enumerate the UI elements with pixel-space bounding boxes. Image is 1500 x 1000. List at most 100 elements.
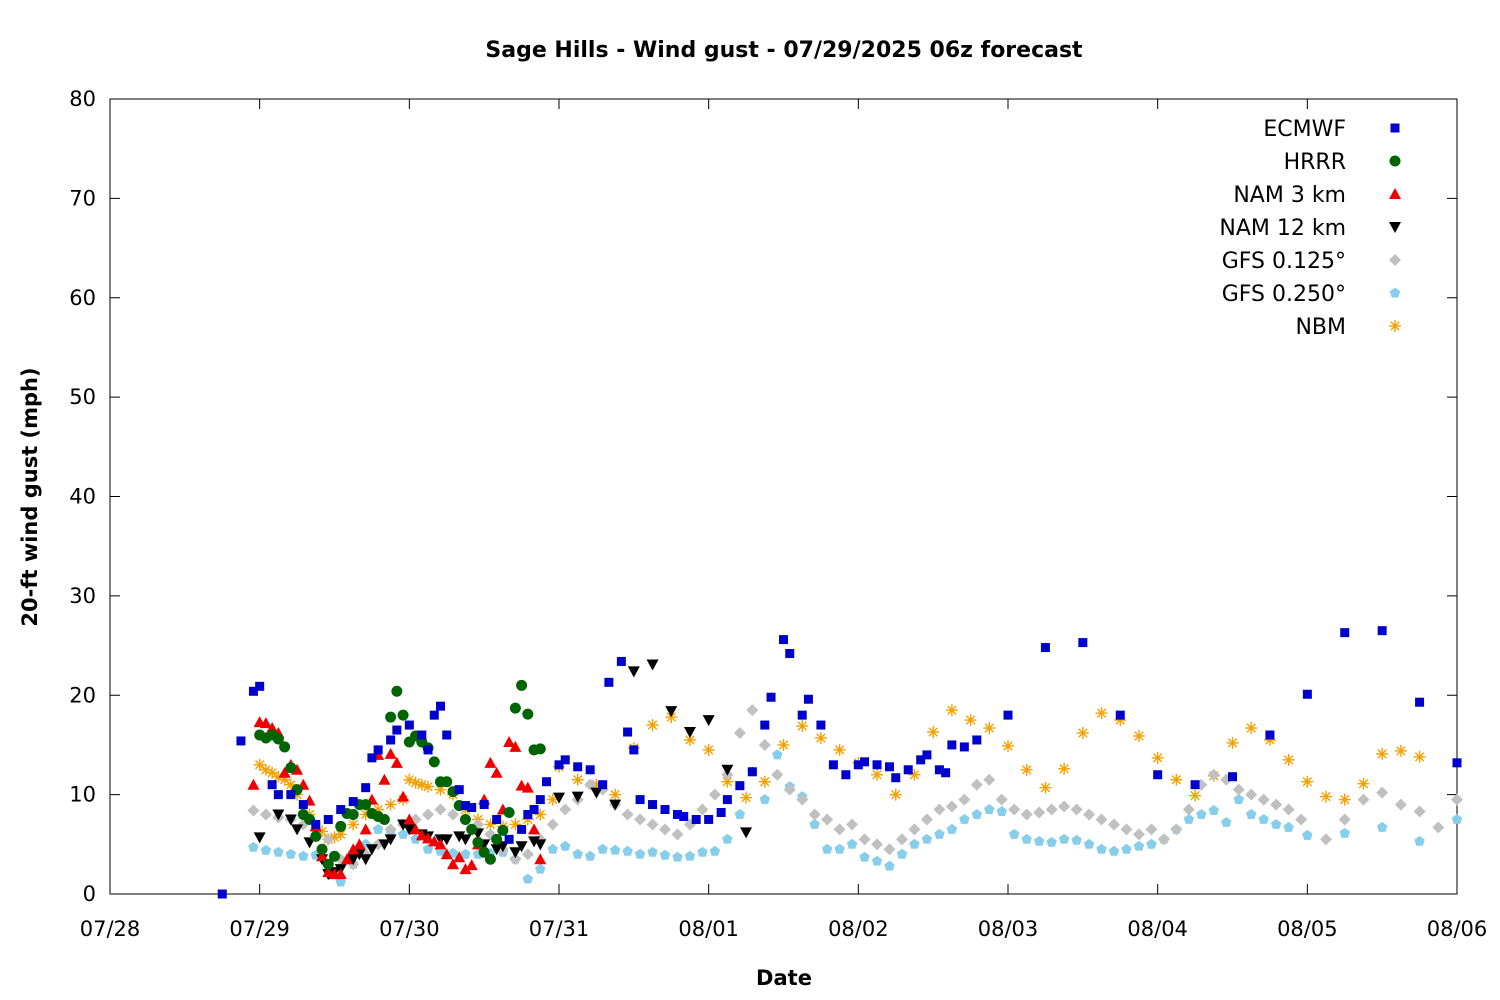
data-point	[708, 788, 721, 801]
data-point	[272, 809, 285, 821]
data-point	[722, 833, 733, 844]
data-point	[521, 848, 534, 861]
data-point	[434, 803, 447, 816]
data-point	[1451, 793, 1463, 806]
data-point	[941, 768, 951, 778]
data-point	[1020, 763, 1033, 776]
data-point	[871, 768, 884, 781]
legend-marker	[1389, 287, 1401, 298]
data-point	[833, 823, 846, 836]
data-point	[1208, 805, 1220, 815]
data-point	[311, 819, 321, 829]
legend-label: NBM	[1295, 315, 1346, 340]
data-point	[1132, 729, 1145, 742]
data-point	[766, 692, 776, 702]
data-point	[972, 735, 982, 745]
data-point	[1096, 843, 1107, 854]
data-point	[1040, 643, 1050, 653]
data-point	[783, 783, 796, 796]
data-point	[496, 841, 509, 853]
legend-item: NBM	[1295, 315, 1401, 340]
data-point	[266, 766, 279, 779]
data-point	[278, 766, 291, 778]
data-point	[259, 717, 272, 729]
data-point	[779, 635, 788, 645]
data-point	[1338, 793, 1351, 806]
data-point	[1120, 823, 1133, 836]
data-point	[310, 830, 322, 842]
data-point	[1033, 835, 1045, 846]
data-point	[627, 666, 640, 678]
data-point	[434, 783, 447, 796]
data-point	[1146, 838, 1157, 849]
data-point	[1033, 806, 1046, 819]
data-point	[1095, 707, 1108, 720]
data-point	[255, 681, 265, 691]
data-point	[1258, 813, 1269, 824]
legend-item: NAM 12 km	[1219, 216, 1401, 241]
data-point	[921, 833, 933, 844]
data-point	[983, 773, 996, 786]
data-point	[467, 803, 477, 813]
x-axis-label: Date	[756, 966, 812, 990]
data-point	[740, 827, 753, 839]
data-point	[378, 813, 390, 825]
data-point	[909, 838, 920, 849]
data-point	[248, 686, 258, 696]
legend-label: GFS 0.125°	[1222, 249, 1346, 274]
data-point	[672, 851, 683, 862]
data-point	[659, 823, 672, 836]
data-point	[1257, 793, 1270, 806]
data-point	[336, 805, 346, 815]
data-point	[347, 854, 360, 866]
data-point	[1376, 821, 1388, 832]
data-point	[428, 835, 441, 847]
data-point	[696, 803, 709, 816]
data-point	[397, 709, 409, 721]
data-point	[1183, 813, 1195, 824]
data-point	[348, 797, 358, 807]
data-point	[947, 740, 957, 750]
data-point	[646, 719, 659, 732]
data-point	[1076, 727, 1089, 740]
data-point	[1132, 828, 1145, 841]
y-tick-label: 50	[69, 385, 96, 409]
data-point	[1182, 803, 1195, 816]
data-point	[347, 843, 360, 855]
data-point	[253, 832, 266, 844]
data-point	[691, 814, 701, 824]
data-point	[629, 745, 639, 755]
data-point	[721, 764, 734, 776]
data-point	[604, 677, 614, 687]
data-point	[571, 773, 584, 786]
data-point	[759, 794, 771, 805]
data-point	[1245, 788, 1258, 801]
data-point	[1413, 750, 1426, 763]
data-point	[517, 824, 527, 834]
legend-marker	[1389, 188, 1401, 199]
data-point	[660, 805, 670, 815]
data-point	[846, 818, 859, 831]
data-point	[970, 778, 983, 791]
data-point	[735, 781, 745, 791]
data-point	[291, 824, 304, 836]
data-point	[571, 791, 584, 803]
data-point	[584, 850, 596, 861]
data-point	[1394, 744, 1407, 757]
series-layer	[217, 626, 1463, 899]
data-point	[885, 762, 895, 772]
data-point	[809, 818, 820, 829]
data-point	[1265, 730, 1275, 740]
data-point	[1302, 689, 1312, 699]
data-point	[285, 848, 297, 859]
data-point	[841, 770, 851, 780]
data-point	[622, 845, 633, 856]
data-point	[1376, 786, 1389, 799]
legend-item: HRRR	[1284, 150, 1401, 175]
data-point	[889, 788, 902, 801]
data-point	[959, 742, 969, 752]
data-point	[1058, 762, 1071, 775]
x-tick-label: 07/31	[529, 917, 590, 941]
data-point	[946, 823, 958, 834]
data-point	[683, 733, 696, 746]
